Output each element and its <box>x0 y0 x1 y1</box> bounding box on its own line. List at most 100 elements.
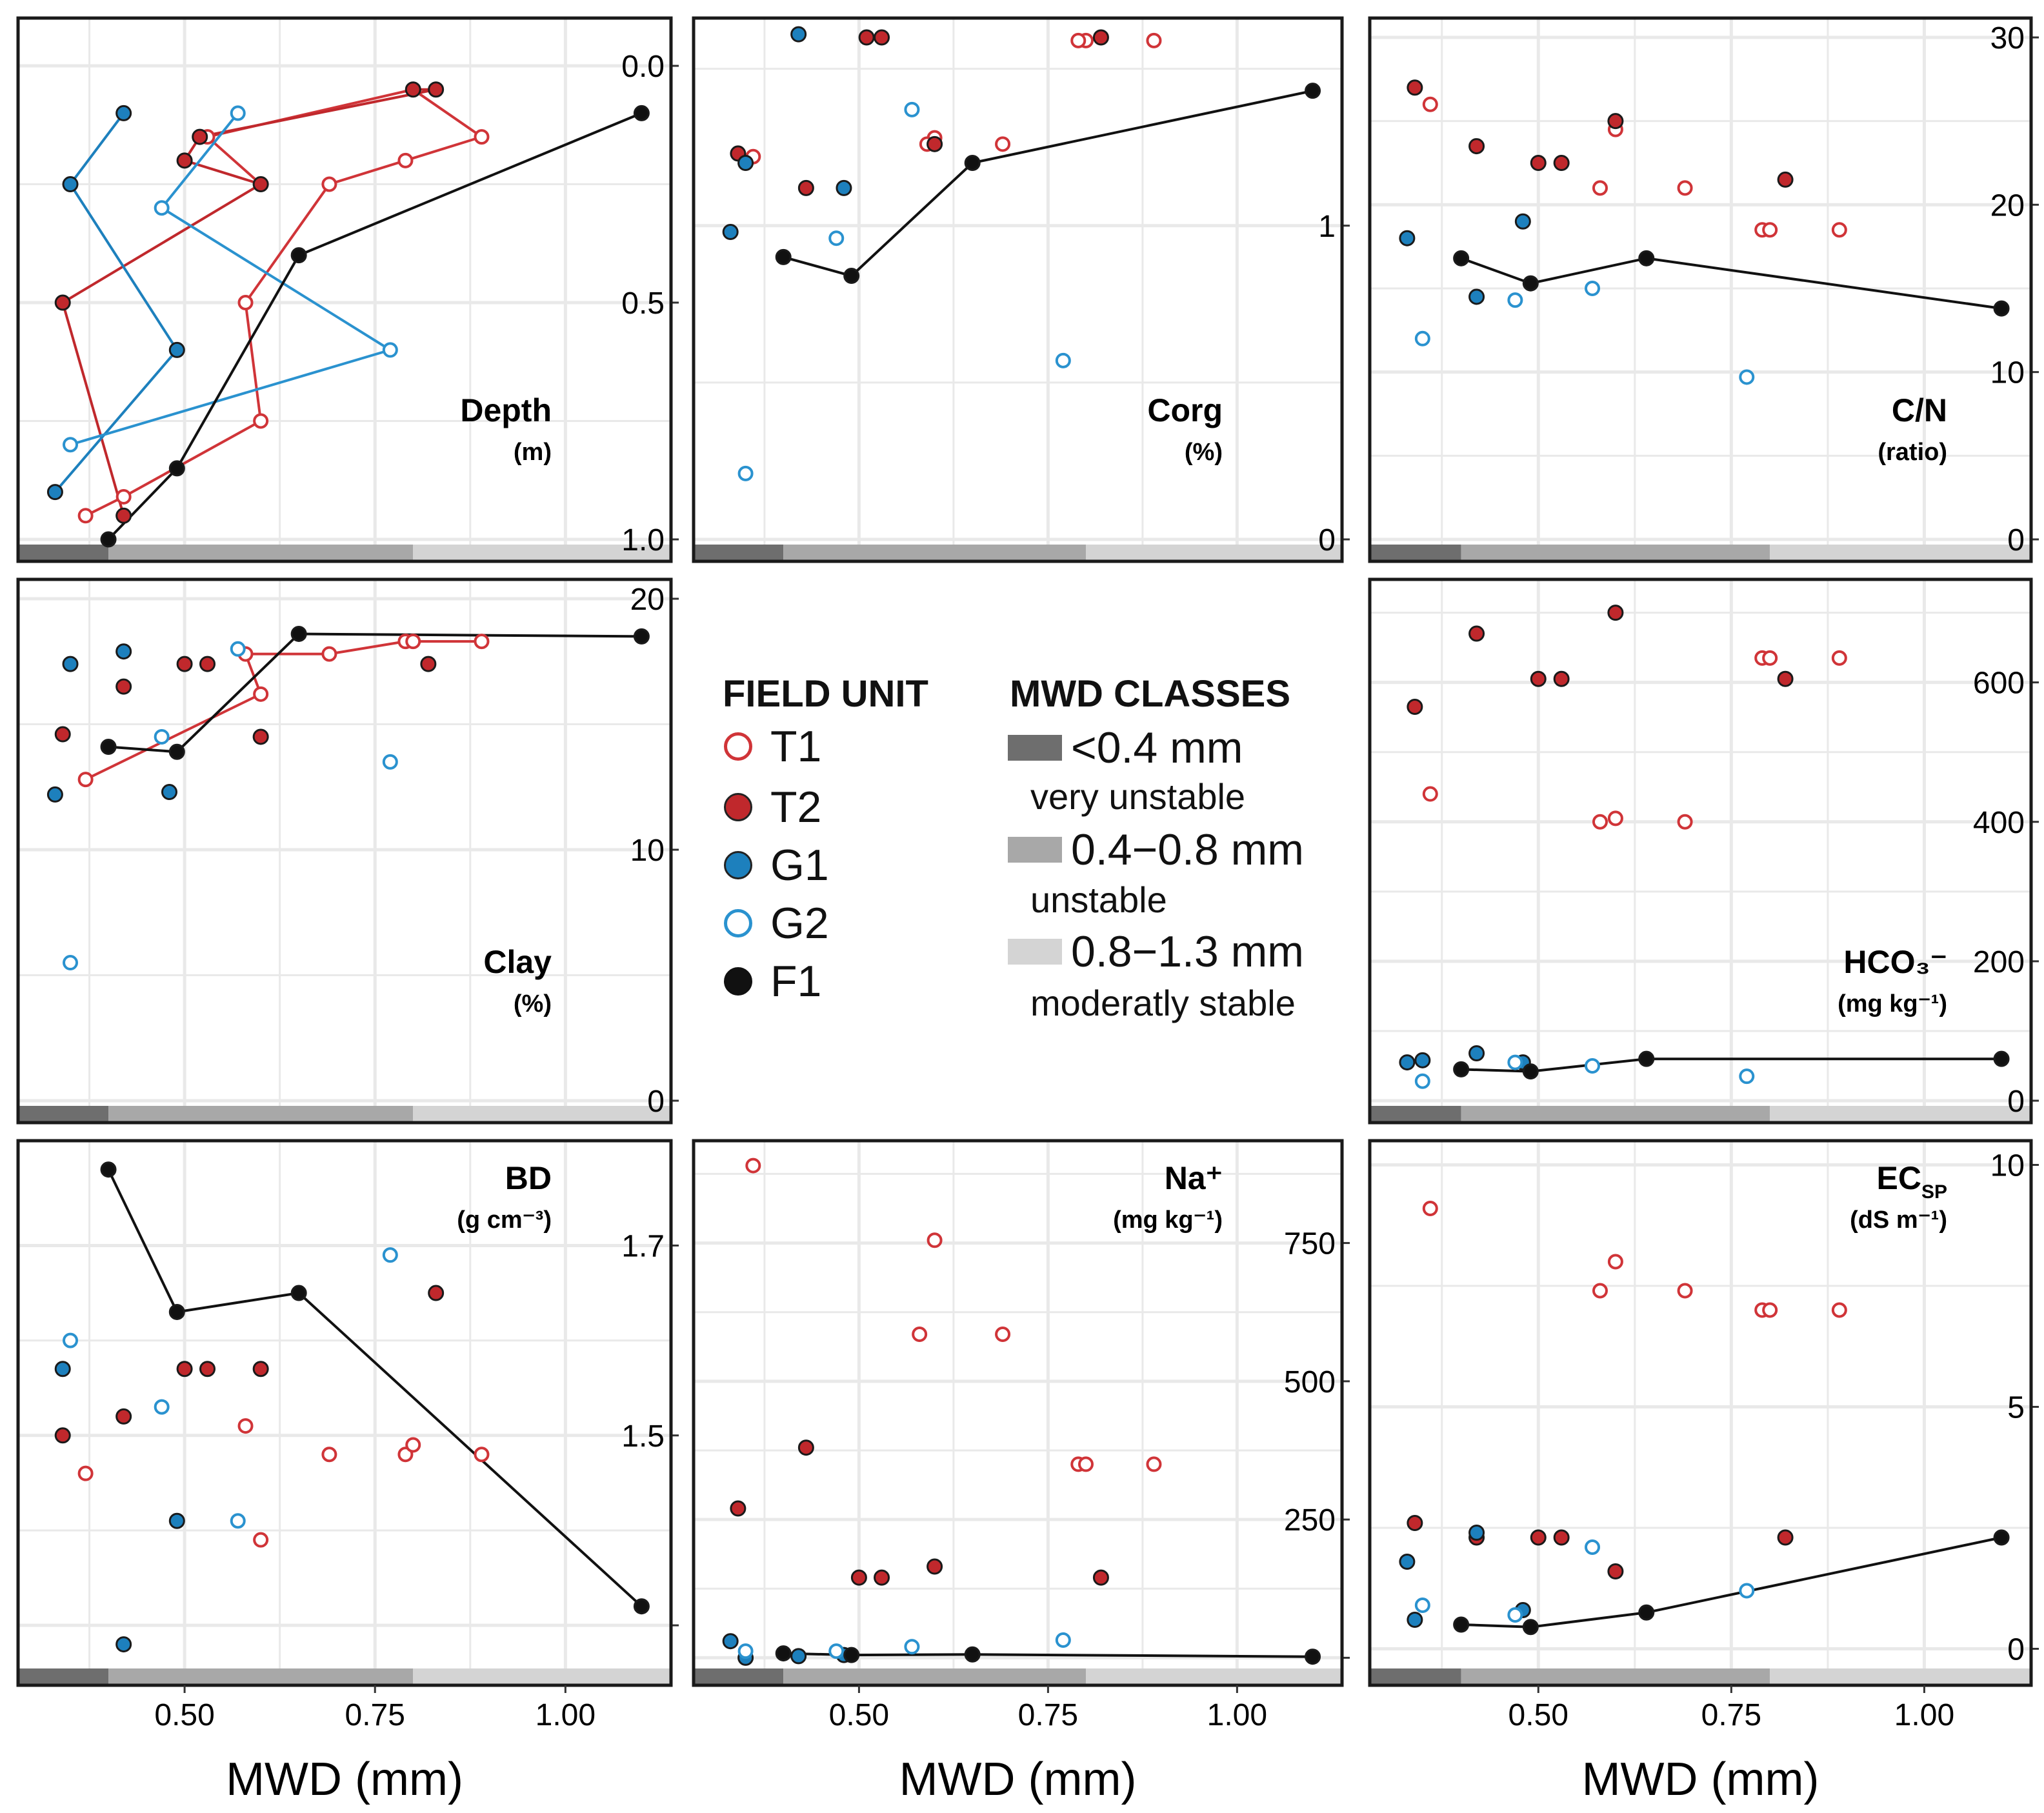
point-t2 <box>797 179 814 196</box>
panel-units: (g cm⁻³) <box>457 1207 552 1234</box>
point-t1 <box>321 646 337 662</box>
series-line-f1 <box>783 1652 1313 1658</box>
point-g2 <box>1585 281 1601 296</box>
panel-hco3: 0 200 400 600 HCO₃⁻ (mg kg⁻¹) <box>1368 577 2039 1125</box>
point-g1 <box>722 223 739 240</box>
point-t1 <box>1677 180 1693 196</box>
x-tick-label: 1.00 <box>1894 1698 1954 1732</box>
point-g1 <box>1414 1052 1431 1068</box>
class-bar-moderately-stable <box>1770 1106 2031 1123</box>
point-t1 <box>1677 814 1693 830</box>
class-bar-moderately-stable <box>1085 1668 1342 1685</box>
point-g1 <box>1468 1045 1485 1062</box>
series-line-f1 <box>107 1168 643 1608</box>
f1-marker-icon <box>724 967 752 996</box>
class-bar-very-unstable <box>694 545 784 561</box>
point-f1 <box>168 1303 185 1320</box>
point-t1 <box>397 152 414 168</box>
legend-class-title: MWD CLASSES <box>1010 673 1290 715</box>
point-t2 <box>797 1439 814 1456</box>
point-t2 <box>420 656 437 672</box>
point-g2 <box>1739 1068 1755 1085</box>
point-t1 <box>253 686 269 702</box>
point-t2 <box>252 728 269 745</box>
point-g2 <box>230 105 246 121</box>
point-f1 <box>633 1598 650 1615</box>
point-g1 <box>1407 1612 1423 1628</box>
g1-marker-icon <box>724 851 752 879</box>
panel-units: (dS m⁻¹) <box>1850 1207 1947 1234</box>
legend-item-g1: G1 <box>724 840 829 890</box>
point-g2 <box>1585 1057 1601 1074</box>
y-tick-label: 0 <box>647 1085 665 1119</box>
point-t2 <box>1530 155 1547 171</box>
legend-class-3: 0.8−1.3 mm <box>1008 927 1304 977</box>
point-f1 <box>843 1647 860 1663</box>
point-t2 <box>1092 29 1109 46</box>
point-t2 <box>730 1500 746 1517</box>
point-t2 <box>428 81 445 98</box>
point-f1 <box>290 247 307 264</box>
legend-field-title: FIELD UNIT <box>723 673 928 715</box>
point-t1 <box>77 508 94 524</box>
class-bar-very-unstable <box>694 1668 784 1685</box>
y-tick-label: 250 <box>1284 1503 1336 1538</box>
point-t1 <box>253 413 269 429</box>
point-f1 <box>1638 250 1655 266</box>
panel-units: (%) <box>514 990 552 1017</box>
point-t1 <box>745 1157 761 1174</box>
class-3-range: 0.8−1.3 mm <box>1071 927 1304 976</box>
legend-label-f1: F1 <box>770 957 822 1006</box>
class-bar-very-unstable <box>1370 1668 1461 1685</box>
point-f1 <box>168 460 185 477</box>
panel-units: (ratio) <box>1878 439 1947 466</box>
x-tick-label: 0.75 <box>1018 1698 1078 1732</box>
panel-border <box>16 16 673 563</box>
point-t1 <box>1762 1302 1778 1318</box>
point-t2 <box>192 128 208 145</box>
y-tick-label: 10 <box>1990 356 2025 390</box>
class-bar-moderately-stable <box>1770 1668 2031 1685</box>
point-t1 <box>115 488 132 505</box>
y-tick-label: 10 <box>1990 1149 2025 1183</box>
point-g2 <box>63 437 79 453</box>
panel-cn: 0 10 20 30 C/N (ratio) <box>1368 16 2039 563</box>
panel-title: Na⁺ <box>1165 1160 1223 1196</box>
g2-marker-icon <box>724 909 752 937</box>
point-t1 <box>1762 222 1778 238</box>
point-t1 <box>1762 650 1778 666</box>
point-g2 <box>1507 1054 1523 1070</box>
panel-clay: 0 10 20 Clay (%) <box>16 577 679 1125</box>
legend-item-t1: T1 <box>724 721 821 772</box>
panel-border <box>692 16 1344 563</box>
point-g2 <box>382 342 398 358</box>
class-bar-very-unstable <box>1370 1106 1461 1123</box>
y-tick-label: 5 <box>2007 1391 2025 1425</box>
point-t2 <box>874 1569 890 1586</box>
point-g2 <box>63 955 79 971</box>
point-g1 <box>115 105 132 121</box>
point-g1 <box>54 1361 71 1377</box>
x-tick-label: 0.50 <box>829 1698 889 1732</box>
point-g2 <box>382 754 398 770</box>
point-t2 <box>252 176 269 193</box>
legend-label-g2: G2 <box>770 899 829 948</box>
legend-item-t2: T2 <box>724 782 821 832</box>
class-2-desc: unstable <box>1030 879 1167 920</box>
point-t2 <box>858 29 875 46</box>
point-g2 <box>1414 330 1430 346</box>
point-g1 <box>168 1512 185 1529</box>
point-g2 <box>1055 1632 1071 1648</box>
point-t1 <box>1070 32 1087 48</box>
class-2-swatch <box>1008 837 1062 863</box>
class-bar-moderately-stable <box>413 545 671 561</box>
point-f1 <box>1522 1063 1539 1080</box>
point-t1 <box>1831 1302 1847 1318</box>
point-t1 <box>253 1532 269 1548</box>
point-t1 <box>927 1232 943 1248</box>
point-g1 <box>1468 1525 1485 1541</box>
point-g1 <box>46 786 63 803</box>
class-bar-unstable <box>783 545 1086 561</box>
point-t1 <box>474 1447 490 1463</box>
